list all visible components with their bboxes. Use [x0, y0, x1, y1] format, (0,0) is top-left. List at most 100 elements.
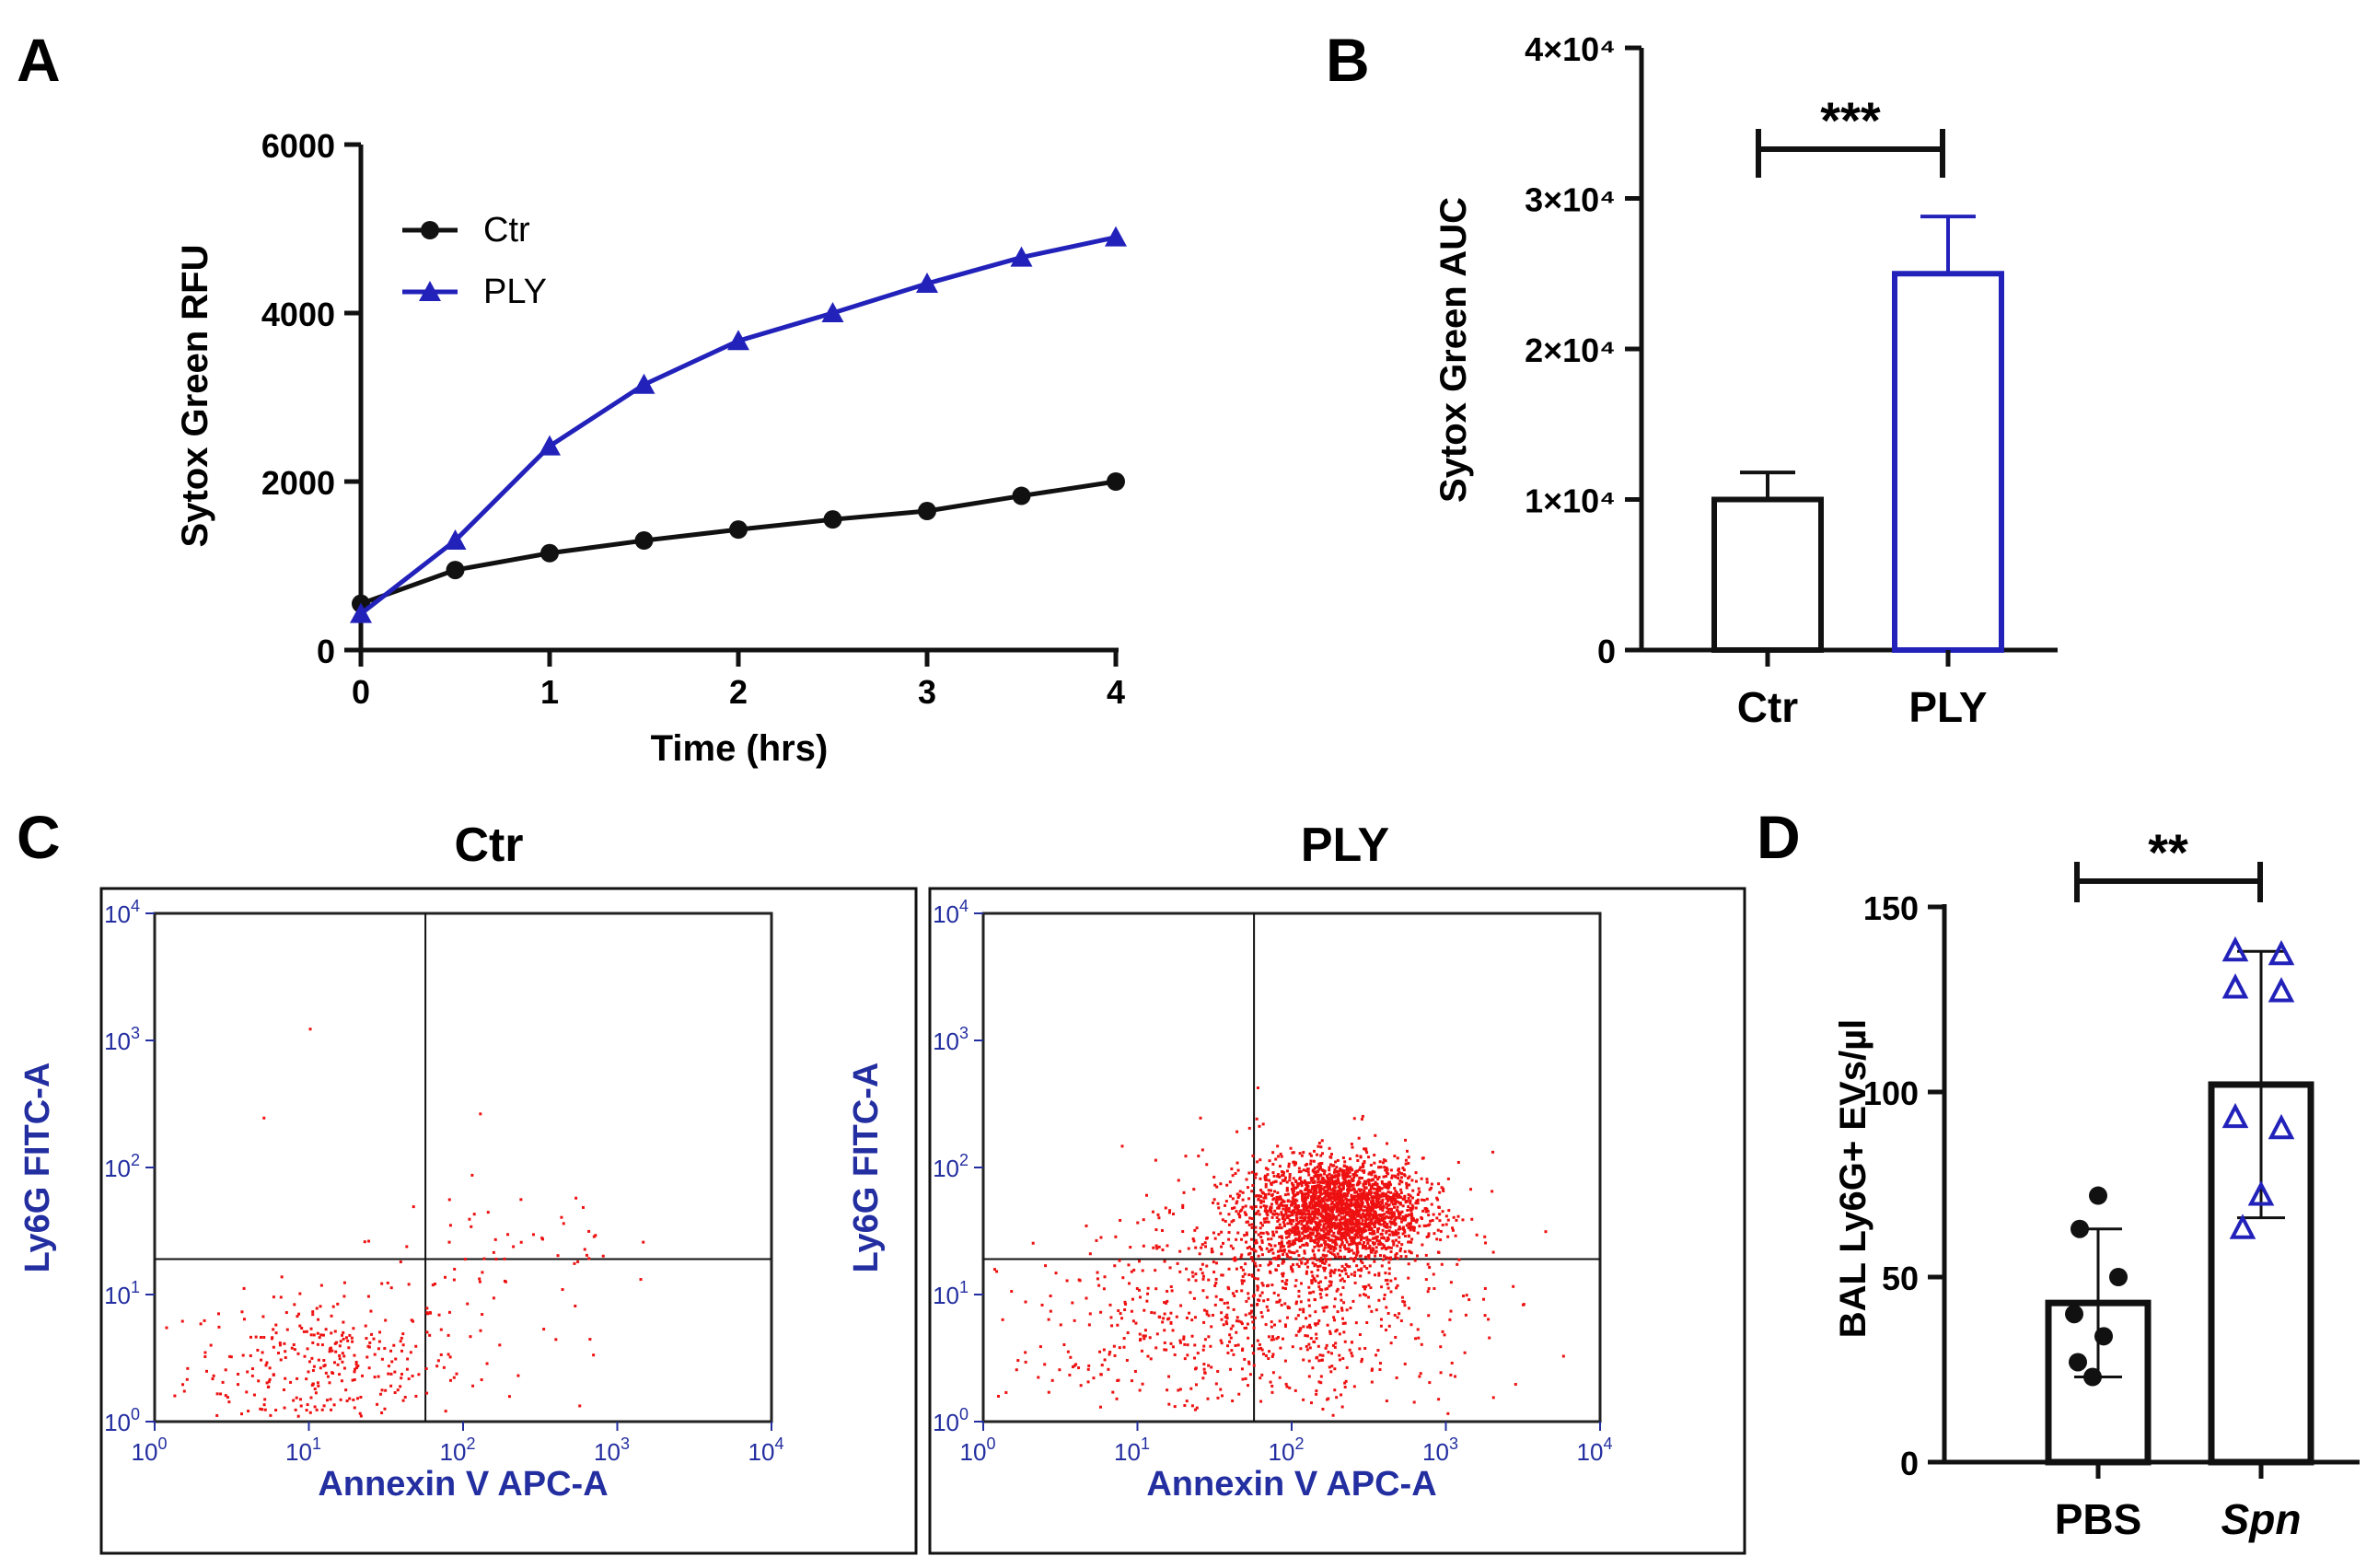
flow-event [1375, 1246, 1378, 1249]
flow-event [1270, 1354, 1274, 1358]
flow-event [1259, 1205, 1263, 1209]
flow-event [1319, 1234, 1323, 1237]
flow-event [1354, 1213, 1358, 1216]
flow-event [581, 1205, 585, 1209]
flow-event [506, 1233, 510, 1237]
flow-event [1385, 1231, 1388, 1235]
flow-event [1331, 1413, 1335, 1417]
flow-event [1287, 1235, 1291, 1238]
flow-event [1296, 1204, 1300, 1208]
flow-event [263, 1398, 267, 1401]
flow-event [1387, 1203, 1391, 1207]
flow-event [296, 1352, 300, 1355]
flow-event [1425, 1235, 1429, 1238]
flow-event [1324, 1219, 1328, 1223]
flow-event [1361, 1212, 1364, 1215]
flow-event [1241, 1268, 1245, 1272]
flow-event [1320, 1199, 1324, 1202]
flow-event [1401, 1232, 1405, 1236]
flow-event [1279, 1197, 1282, 1201]
flow-event [1407, 1240, 1410, 1244]
flow-event [1303, 1201, 1306, 1204]
panel-d-y-tick-label: 50 [1882, 1260, 1919, 1297]
flow-event [1316, 1180, 1319, 1184]
flow-event [1184, 1155, 1188, 1158]
flow-event [1252, 1294, 1256, 1297]
flow-x-axis-label: Annexin V APC-A [1146, 1465, 1436, 1504]
flow-event [1309, 1159, 1313, 1163]
flow-event [1346, 1210, 1350, 1214]
flow-event [1073, 1318, 1076, 1322]
flow-event [1263, 1176, 1267, 1179]
flow-event [1321, 1306, 1325, 1309]
flow-event [1313, 1256, 1317, 1260]
flow-event [1257, 1268, 1260, 1272]
flow-event [1347, 1167, 1351, 1171]
flow-event [1239, 1255, 1243, 1259]
flow-event [1245, 1178, 1248, 1181]
flow-event [1355, 1169, 1359, 1173]
flow-event [1332, 1204, 1336, 1208]
flow-event [1266, 1308, 1270, 1312]
flow-event [512, 1245, 516, 1249]
flow-event [1065, 1279, 1069, 1283]
flow-event [1259, 1245, 1262, 1249]
flow-event [1389, 1290, 1393, 1294]
flow-event [352, 1398, 355, 1401]
flow-event [1154, 1346, 1158, 1350]
flow-event [1354, 1218, 1358, 1222]
flow-event [1292, 1239, 1295, 1243]
flow-event [1232, 1353, 1235, 1356]
flow-event [1178, 1388, 1182, 1391]
flow-event [472, 1213, 476, 1216]
flow-event [1345, 1204, 1349, 1208]
flow-event [1077, 1366, 1081, 1370]
flow-event [1362, 1165, 1365, 1168]
flow-event [1354, 1223, 1358, 1226]
flow-event [1375, 1236, 1378, 1239]
flow-event [1373, 1191, 1376, 1195]
flow-event [1377, 1202, 1381, 1205]
flow-event [1350, 1213, 1353, 1216]
flow-event [1314, 1209, 1317, 1213]
flow-event [1317, 1141, 1321, 1144]
flow-event [1359, 1274, 1363, 1278]
flow-event [1292, 1186, 1295, 1190]
flow-event [1340, 1255, 1343, 1259]
flow-event [1414, 1206, 1418, 1210]
flow-event [1439, 1345, 1443, 1349]
flow-event [1352, 1198, 1356, 1202]
flow-event [1110, 1324, 1114, 1328]
flow-event [1425, 1197, 1429, 1201]
flow-event [1343, 1181, 1347, 1185]
flow-event [1228, 1180, 1232, 1184]
flow-event [1404, 1200, 1408, 1203]
flow-event [1385, 1214, 1388, 1218]
flow-event [203, 1351, 207, 1354]
data-point-ctr [634, 531, 654, 551]
flow-event [1378, 1186, 1382, 1190]
data-point-ply [916, 272, 938, 293]
flow-y-tick-label: 103 [933, 1024, 969, 1055]
flow-event [1333, 1202, 1337, 1206]
flow-event [344, 1336, 348, 1340]
flow-event [1282, 1260, 1285, 1263]
flow-event [1297, 1289, 1301, 1293]
flow-event [481, 1313, 484, 1317]
flow-event [1373, 1154, 1376, 1157]
flow-event [1366, 1209, 1370, 1213]
flow-event [1437, 1398, 1441, 1401]
flow-event [1227, 1231, 1231, 1235]
flow-event [1374, 1216, 1377, 1220]
flow-event [1463, 1351, 1467, 1354]
flow-y-axis-label: Ly6G FITC-A [847, 1063, 886, 1273]
flow-event [1469, 1188, 1473, 1191]
flow-event [1318, 1353, 1322, 1357]
flow-event [307, 1370, 310, 1374]
flow-event [504, 1280, 507, 1283]
flow-event [1373, 1232, 1376, 1236]
flow-event [1259, 1226, 1262, 1230]
flow-x-tick-label: 100 [960, 1434, 996, 1466]
flow-event [1284, 1209, 1288, 1213]
